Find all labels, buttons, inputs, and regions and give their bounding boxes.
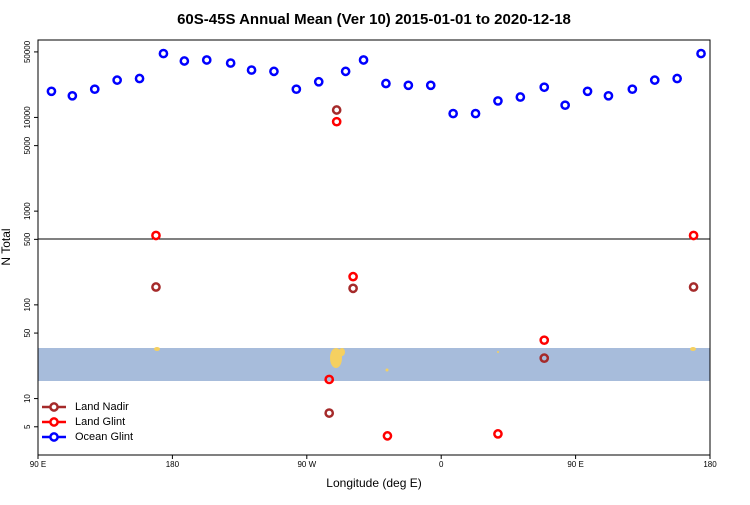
y-tick-label: 10000 <box>23 106 32 129</box>
marker <box>649 75 660 85</box>
plot-frame <box>37 39 711 456</box>
x-tick-label: 90 E <box>30 460 46 469</box>
marker <box>269 66 279 77</box>
y-tick-label: 1000 <box>23 202 32 220</box>
marker <box>179 56 190 66</box>
marker <box>348 271 358 282</box>
legend-label: Land Glint <box>75 416 125 428</box>
marker <box>246 65 257 75</box>
marker <box>112 75 122 85</box>
marker <box>331 116 342 127</box>
marker <box>331 105 342 115</box>
x-tick-label: 90 W <box>297 460 316 469</box>
marker <box>348 283 358 294</box>
land-shapes <box>154 347 696 372</box>
marker <box>515 92 526 102</box>
x-tick-label: 180 <box>703 460 717 469</box>
marker <box>324 374 335 385</box>
x-tick-label: 0 <box>439 460 444 469</box>
marker <box>46 86 57 97</box>
legend-label: Land Nadir <box>75 401 129 413</box>
y-tick-label: 10 <box>23 394 32 403</box>
y-tick-label: 5000 <box>23 136 32 154</box>
marker <box>470 108 481 119</box>
x-tick-label: 90 E <box>567 460 583 469</box>
marker <box>89 84 100 95</box>
y-axis-label: N Total <box>0 228 13 265</box>
marker <box>627 84 638 95</box>
marker <box>381 78 391 89</box>
marker <box>324 408 335 418</box>
y-tick-label: 100 <box>23 298 32 312</box>
legend-marker <box>49 417 59 427</box>
marker <box>539 353 550 363</box>
legend-marker <box>49 432 59 442</box>
marker <box>225 58 236 68</box>
marker <box>493 429 503 439</box>
marker <box>672 73 682 84</box>
marker <box>688 282 699 292</box>
y-tick-label: 500 <box>23 232 32 246</box>
marker <box>493 96 503 106</box>
x-axis-label: Longitude (deg E) <box>326 476 421 490</box>
marker <box>151 230 161 241</box>
marker <box>603 90 614 101</box>
x-tick-label: 180 <box>166 460 180 469</box>
y-tick-label: 5 <box>23 424 32 429</box>
marker <box>448 108 458 119</box>
marker <box>403 80 414 91</box>
legend-label: Ocean Glint <box>75 431 133 443</box>
marker <box>560 100 570 111</box>
marker <box>425 80 436 91</box>
marker <box>134 73 145 84</box>
y-tick-label: 50000 <box>23 40 32 63</box>
marker <box>151 282 161 292</box>
marker <box>539 335 550 346</box>
legend-marker <box>49 402 59 412</box>
marker <box>582 86 593 97</box>
marker <box>201 55 212 65</box>
marker <box>696 48 706 59</box>
marker <box>158 48 169 59</box>
chart-title: 60S-45S Annual Mean (Ver 10) 2015-01-01 … <box>177 11 571 28</box>
marker <box>688 230 699 241</box>
marker <box>291 84 302 95</box>
map-band <box>38 348 710 381</box>
marker <box>67 90 78 101</box>
marker <box>539 82 550 93</box>
marker <box>313 76 324 87</box>
marker <box>358 55 369 65</box>
y-tick-label: 50 <box>23 328 32 337</box>
marker <box>340 66 351 77</box>
marker <box>382 431 393 441</box>
